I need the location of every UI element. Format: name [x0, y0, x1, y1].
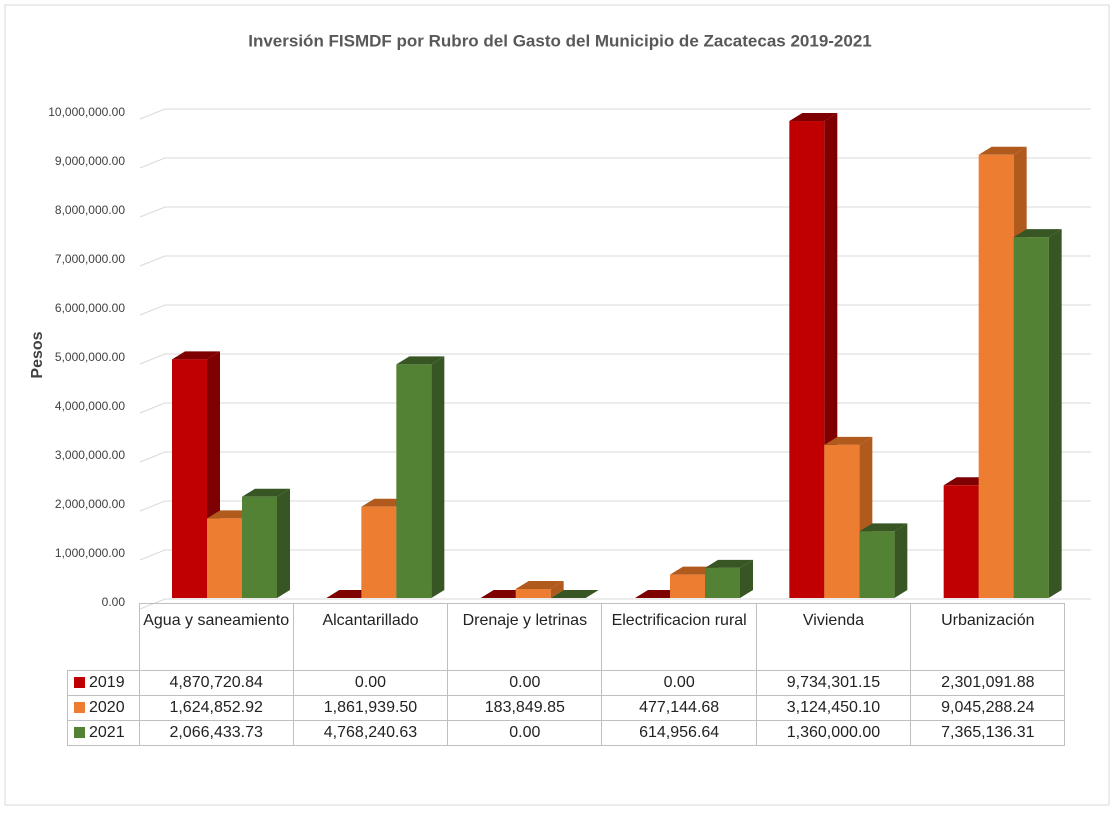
category-label: Agua y saneamiento [138, 603, 294, 671]
category-label: Urbanización [910, 603, 1066, 671]
bar-top [705, 559, 753, 568]
chart-border [4, 4, 1110, 806]
grid-line [139, 206, 1091, 218]
legend-label: 2021 [89, 724, 125, 741]
value-cell: 614,956.64 [601, 720, 757, 746]
y-tick-label: 10,000,000.00 [48, 105, 125, 119]
legend-key [74, 727, 85, 738]
value-cell: 9,045,288.24 [910, 695, 1066, 721]
bar [242, 496, 277, 598]
grid-line [139, 304, 1091, 316]
y-tick-label: 0.00 [102, 595, 126, 609]
grid-line [139, 402, 1091, 414]
bar [978, 154, 1014, 598]
table-row: 2019 4,870,720.84 0.00 0.00 0.00 9,734,301.15… [67, 670, 1066, 696]
bar [207, 518, 242, 598]
bar [670, 574, 705, 598]
table-row: 2021 2,066,433.73 4,768,240.63 0.00 614,956.… [67, 720, 1066, 746]
y-tick-label: 5,000,000.00 [55, 350, 125, 364]
bar [705, 567, 740, 598]
bar-side [740, 559, 753, 598]
category-label: Drenaje y letrinas [447, 603, 603, 671]
table-corner [68, 604, 140, 671]
bar [361, 506, 397, 598]
y-tick-label: 2,000,000.00 [55, 497, 125, 511]
value-cell: 1,360,000.00 [755, 720, 912, 746]
grid-line [139, 500, 1091, 512]
value-cell: 4,870,720.84 [138, 670, 294, 696]
bar [515, 588, 551, 598]
grid-line [139, 353, 1091, 365]
value-cell: 477,144.68 [601, 695, 757, 721]
bar-side [550, 580, 564, 598]
bar [396, 364, 432, 598]
bar [824, 444, 860, 598]
y-tick-label: 6,000,000.00 [55, 301, 125, 315]
bar [789, 121, 825, 599]
value-cell: 0.00 [601, 670, 757, 696]
y-tick-label: 8,000,000.00 [55, 203, 125, 217]
value-cell: 0.00 [447, 720, 603, 746]
grid-line [139, 157, 1091, 169]
bar-top [515, 580, 564, 589]
bar-side [894, 523, 908, 598]
legend-key [74, 702, 85, 713]
value-cell: 0.00 [292, 670, 449, 696]
bar [1013, 237, 1049, 598]
bar-side [1048, 229, 1062, 598]
value-cell: 2,301,091.88 [910, 670, 1066, 696]
grid-line [139, 451, 1091, 463]
series-cell: 2021 [67, 720, 140, 746]
value-cell: 1,861,939.50 [292, 695, 449, 721]
legend-label: 2020 [89, 699, 125, 716]
y-tick-label: 9,000,000.00 [55, 154, 125, 168]
value-cell: 4,768,240.63 [292, 720, 449, 746]
category-label: Electrificacion rural [601, 603, 757, 671]
grid-line [139, 255, 1091, 267]
bar [859, 531, 895, 598]
bar [172, 359, 207, 598]
data-table: Agua y saneamiento Alcantarillado Drenaje … [67, 603, 1066, 746]
series-cell: 2020 [67, 695, 140, 721]
bar-top [550, 590, 599, 598]
value-cell: 3,124,450.10 [755, 695, 912, 721]
legend-label: 2019 [89, 674, 125, 691]
bar-top [789, 113, 838, 122]
value-cell: 1,624,852.92 [138, 695, 294, 721]
y-axis-title: Pesos [29, 331, 46, 378]
y-tick-label: 1,000,000.00 [55, 546, 125, 560]
table-header-row: Agua y saneamiento Alcantarillado Drenaje … [68, 603, 1066, 671]
bar-top [172, 351, 220, 360]
series-cell: 2019 [67, 670, 140, 696]
bar-side [277, 488, 290, 598]
y-tick-label: 4,000,000.00 [55, 399, 125, 413]
y-tick-label: 7,000,000.00 [55, 252, 125, 266]
bar [943, 485, 979, 598]
category-label: Vivienda [755, 603, 912, 671]
y-tick-label: 3,000,000.00 [55, 448, 125, 462]
bar-top [824, 436, 873, 445]
grid-line [139, 549, 1091, 561]
bar-side [431, 356, 445, 598]
bar-top [396, 356, 445, 365]
chart-title: Inversión FISMDF por Rubro del Gasto del… [248, 31, 872, 50]
value-cell: 0.00 [447, 670, 603, 696]
category-label: Alcantarillado [292, 603, 449, 671]
legend-key [74, 677, 85, 688]
value-cell: 2,066,433.73 [138, 720, 294, 746]
bar-top [1013, 229, 1062, 238]
bar-top [978, 146, 1027, 155]
bar-top [859, 523, 908, 532]
value-cell: 9,734,301.15 [755, 670, 912, 696]
value-cell: 7,365,136.31 [910, 720, 1066, 746]
value-cell: 183,849.85 [447, 695, 603, 721]
bar-top [242, 488, 290, 497]
grid-line [139, 108, 1091, 120]
table-row: 2020 1,624,852.92 1,861,939.50 183,849.85 47… [67, 695, 1066, 721]
